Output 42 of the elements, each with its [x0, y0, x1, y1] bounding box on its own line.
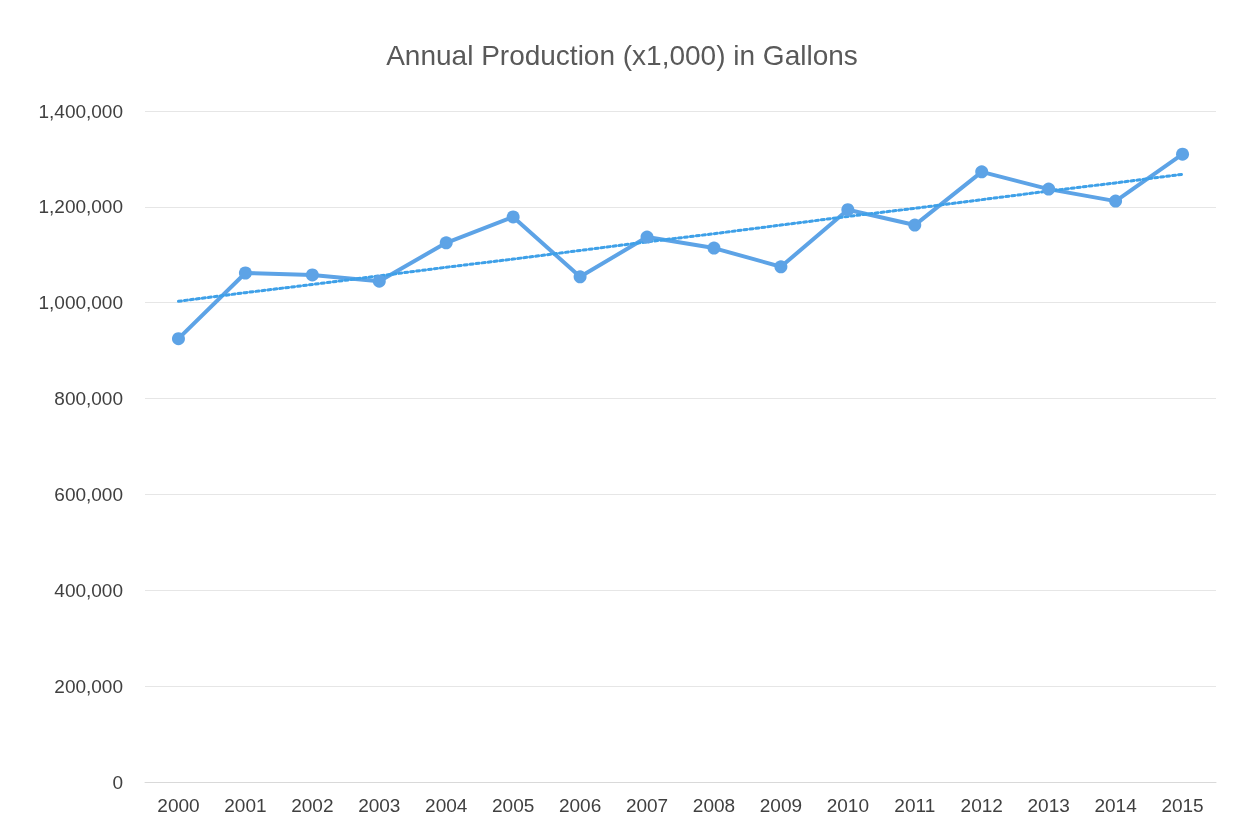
x-tick-label: 2009 [759, 795, 803, 816]
y-tick-label: 800,000 [54, 388, 123, 410]
point [841, 203, 855, 217]
point [707, 241, 721, 255]
point [305, 268, 319, 282]
y-tick-label: 200,000 [54, 675, 123, 697]
x-tick-label: 2002 [291, 795, 334, 816]
y-tick-label: 1,400,000 [38, 100, 123, 122]
point [439, 236, 453, 250]
x-tick-label: 2000 [157, 795, 200, 816]
x-tick-label: 2007 [625, 795, 669, 816]
x-tick-label: 2014 [1094, 795, 1138, 816]
x-tick-label: 2004 [425, 795, 468, 816]
x-tick-label: 2012 [960, 795, 1003, 816]
point [774, 260, 788, 274]
point [640, 230, 654, 244]
x-tick-label: 2008 [692, 795, 736, 816]
x-tick-label: 2013 [1027, 795, 1070, 816]
x-tick-label: 2006 [558, 795, 602, 816]
point [506, 210, 520, 224]
y-tick-label: 1,000,000 [38, 292, 123, 314]
x-tick-label: 2015 [1161, 795, 1204, 816]
point [1176, 147, 1190, 161]
point [1109, 194, 1123, 208]
y-tick-label: 400,000 [54, 579, 123, 601]
point [1042, 182, 1056, 196]
point [975, 165, 989, 179]
point [573, 270, 587, 284]
x-tick-label: 2010 [826, 795, 869, 816]
x-tick-label: 2011 [894, 795, 936, 816]
x-tick-label: 2001 [224, 795, 267, 816]
chart-title: Annual Production (x1,000) in Gallons [386, 39, 858, 71]
point [372, 274, 386, 288]
point [171, 332, 185, 346]
x-tick-label: 2003 [358, 795, 401, 816]
y-tick-label: 600,000 [54, 483, 123, 505]
y-tick-label: 1,200,000 [38, 196, 123, 218]
line-series [176, 172, 1185, 303]
y-tick-label: 0 [112, 771, 123, 793]
point [238, 266, 252, 280]
point [908, 218, 922, 232]
x-tick-label: 2005 [492, 795, 535, 816]
